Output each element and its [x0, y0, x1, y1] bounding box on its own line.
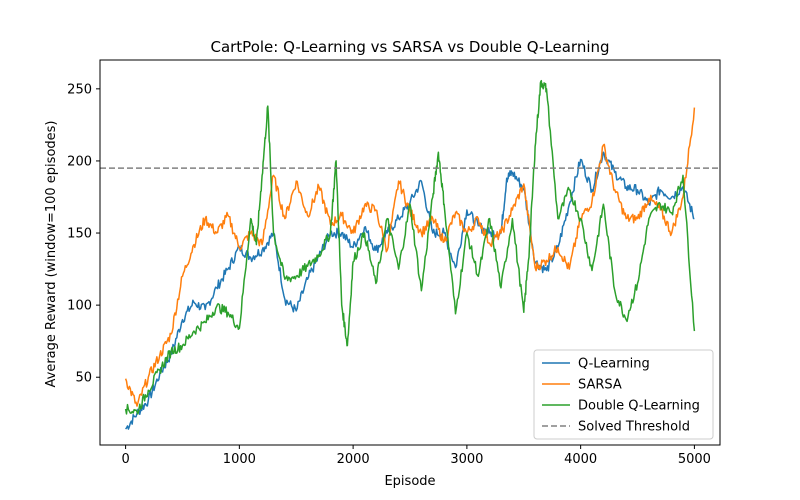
y-axis-label: Average Reward (window=100 episodes) [44, 121, 59, 388]
x-tick-label: 1000 [223, 452, 256, 467]
plot-area [99, 59, 721, 446]
legend: Q-Learning SARSA Double Q-Learning Solved T… [533, 349, 714, 440]
y-tick-label: 200 [67, 154, 92, 169]
y-axis-ticks: 50 100 150 200 250 [67, 82, 100, 386]
x-tick-label: 3000 [450, 452, 483, 467]
y-tick-label: 150 [67, 227, 92, 242]
series-line-1 [124, 151, 695, 430]
legend-label: Solved Threshold [578, 420, 690, 435]
chart-title: CartPole: Q-Learning vs SARSA vs Double … [210, 38, 609, 56]
x-axis-ticks: 0 1000 2000 3000 4000 5000 [121, 445, 711, 467]
x-tick-label: 0 [121, 452, 129, 467]
y-tick-label: 50 [75, 371, 92, 386]
x-axis-label: Episode [384, 474, 435, 489]
x-tick-label: 5000 [678, 452, 711, 467]
series-line-2 [124, 107, 696, 407]
series-layer [124, 79, 696, 430]
series-line-3 [124, 79, 696, 415]
x-tick-label: 2000 [337, 452, 370, 467]
legend-label: Q-Learning [578, 357, 650, 372]
y-tick-label: 100 [67, 299, 92, 314]
legend-label: Double Q-Learning [578, 399, 700, 414]
x-tick-label: 4000 [564, 452, 597, 467]
legend-box [533, 349, 714, 440]
legend-label: SARSA [578, 378, 622, 393]
plot-frame [99, 59, 721, 446]
y-tick-label: 250 [67, 82, 92, 97]
